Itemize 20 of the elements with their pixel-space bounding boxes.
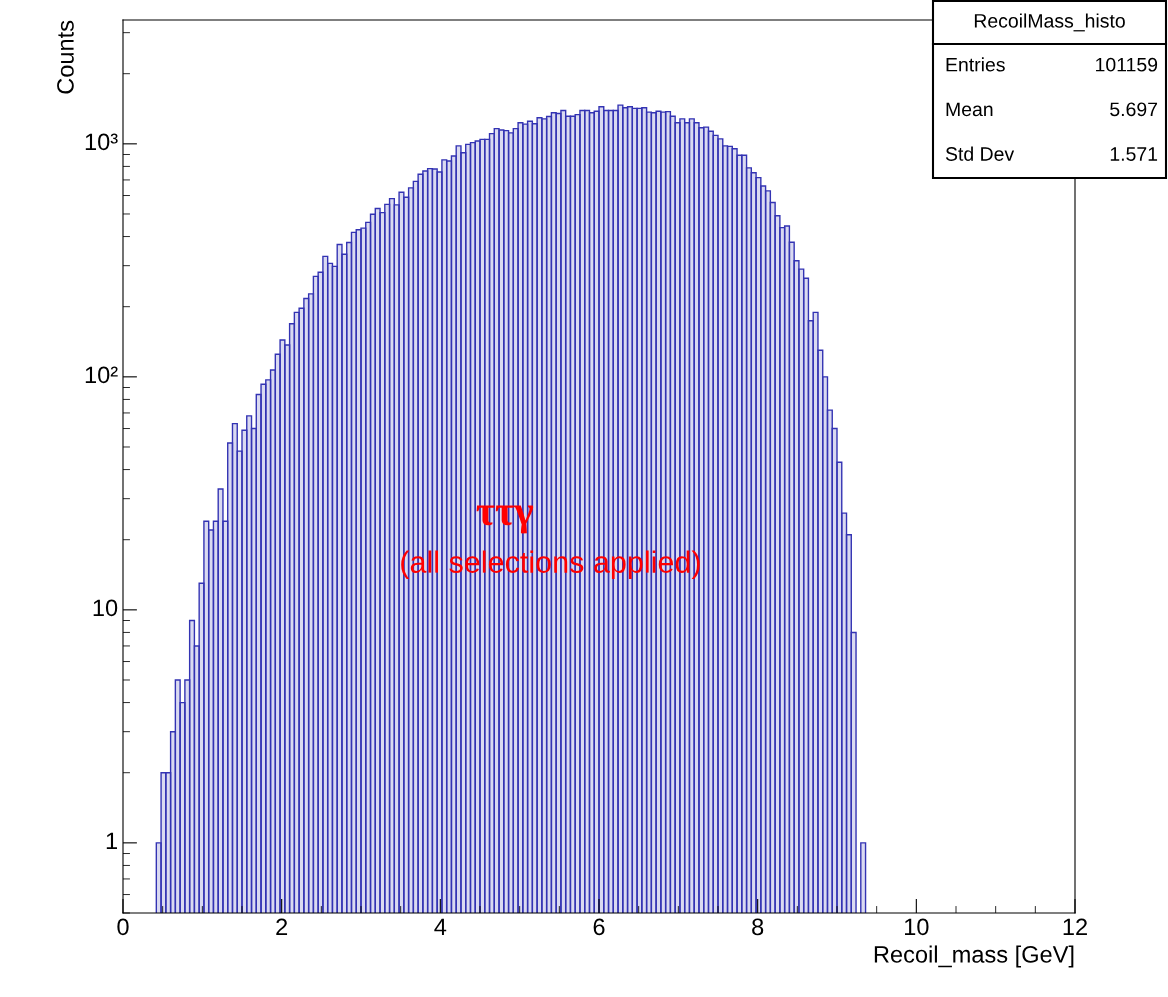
- y-tick-label: 10²: [85, 366, 118, 384]
- x-axis-title: Recoil_mass [GeV]: [874, 945, 1074, 968]
- y-axis-title: Counts: [57, 20, 74, 94]
- annotation: RecoilMass_histo: [974, 13, 1125, 32]
- annotation: Entries: [946, 57, 1005, 72]
- text: 5.697: [1110, 102, 1158, 117]
- annotation: Std Dev: [945, 146, 1015, 161]
- x-tick-label: 0: [117, 918, 129, 936]
- x-tick-label: 12: [1063, 918, 1087, 935]
- x-tick-label: 2: [276, 918, 288, 935]
- x-tick-label: 8: [752, 918, 764, 936]
- x-tick-label: 6: [593, 918, 605, 936]
- y-tick-label: 10³: [85, 133, 118, 151]
- text: 101159: [1096, 57, 1158, 72]
- x-tick-label: 4: [434, 918, 447, 935]
- x-tick-label: 10: [905, 918, 929, 936]
- annotation: Mean: [946, 102, 993, 117]
- text: 1.571: [1110, 147, 1158, 161]
- y-tick-label: 10: [93, 599, 118, 617]
- y-tick-label: 1: [106, 832, 117, 849]
